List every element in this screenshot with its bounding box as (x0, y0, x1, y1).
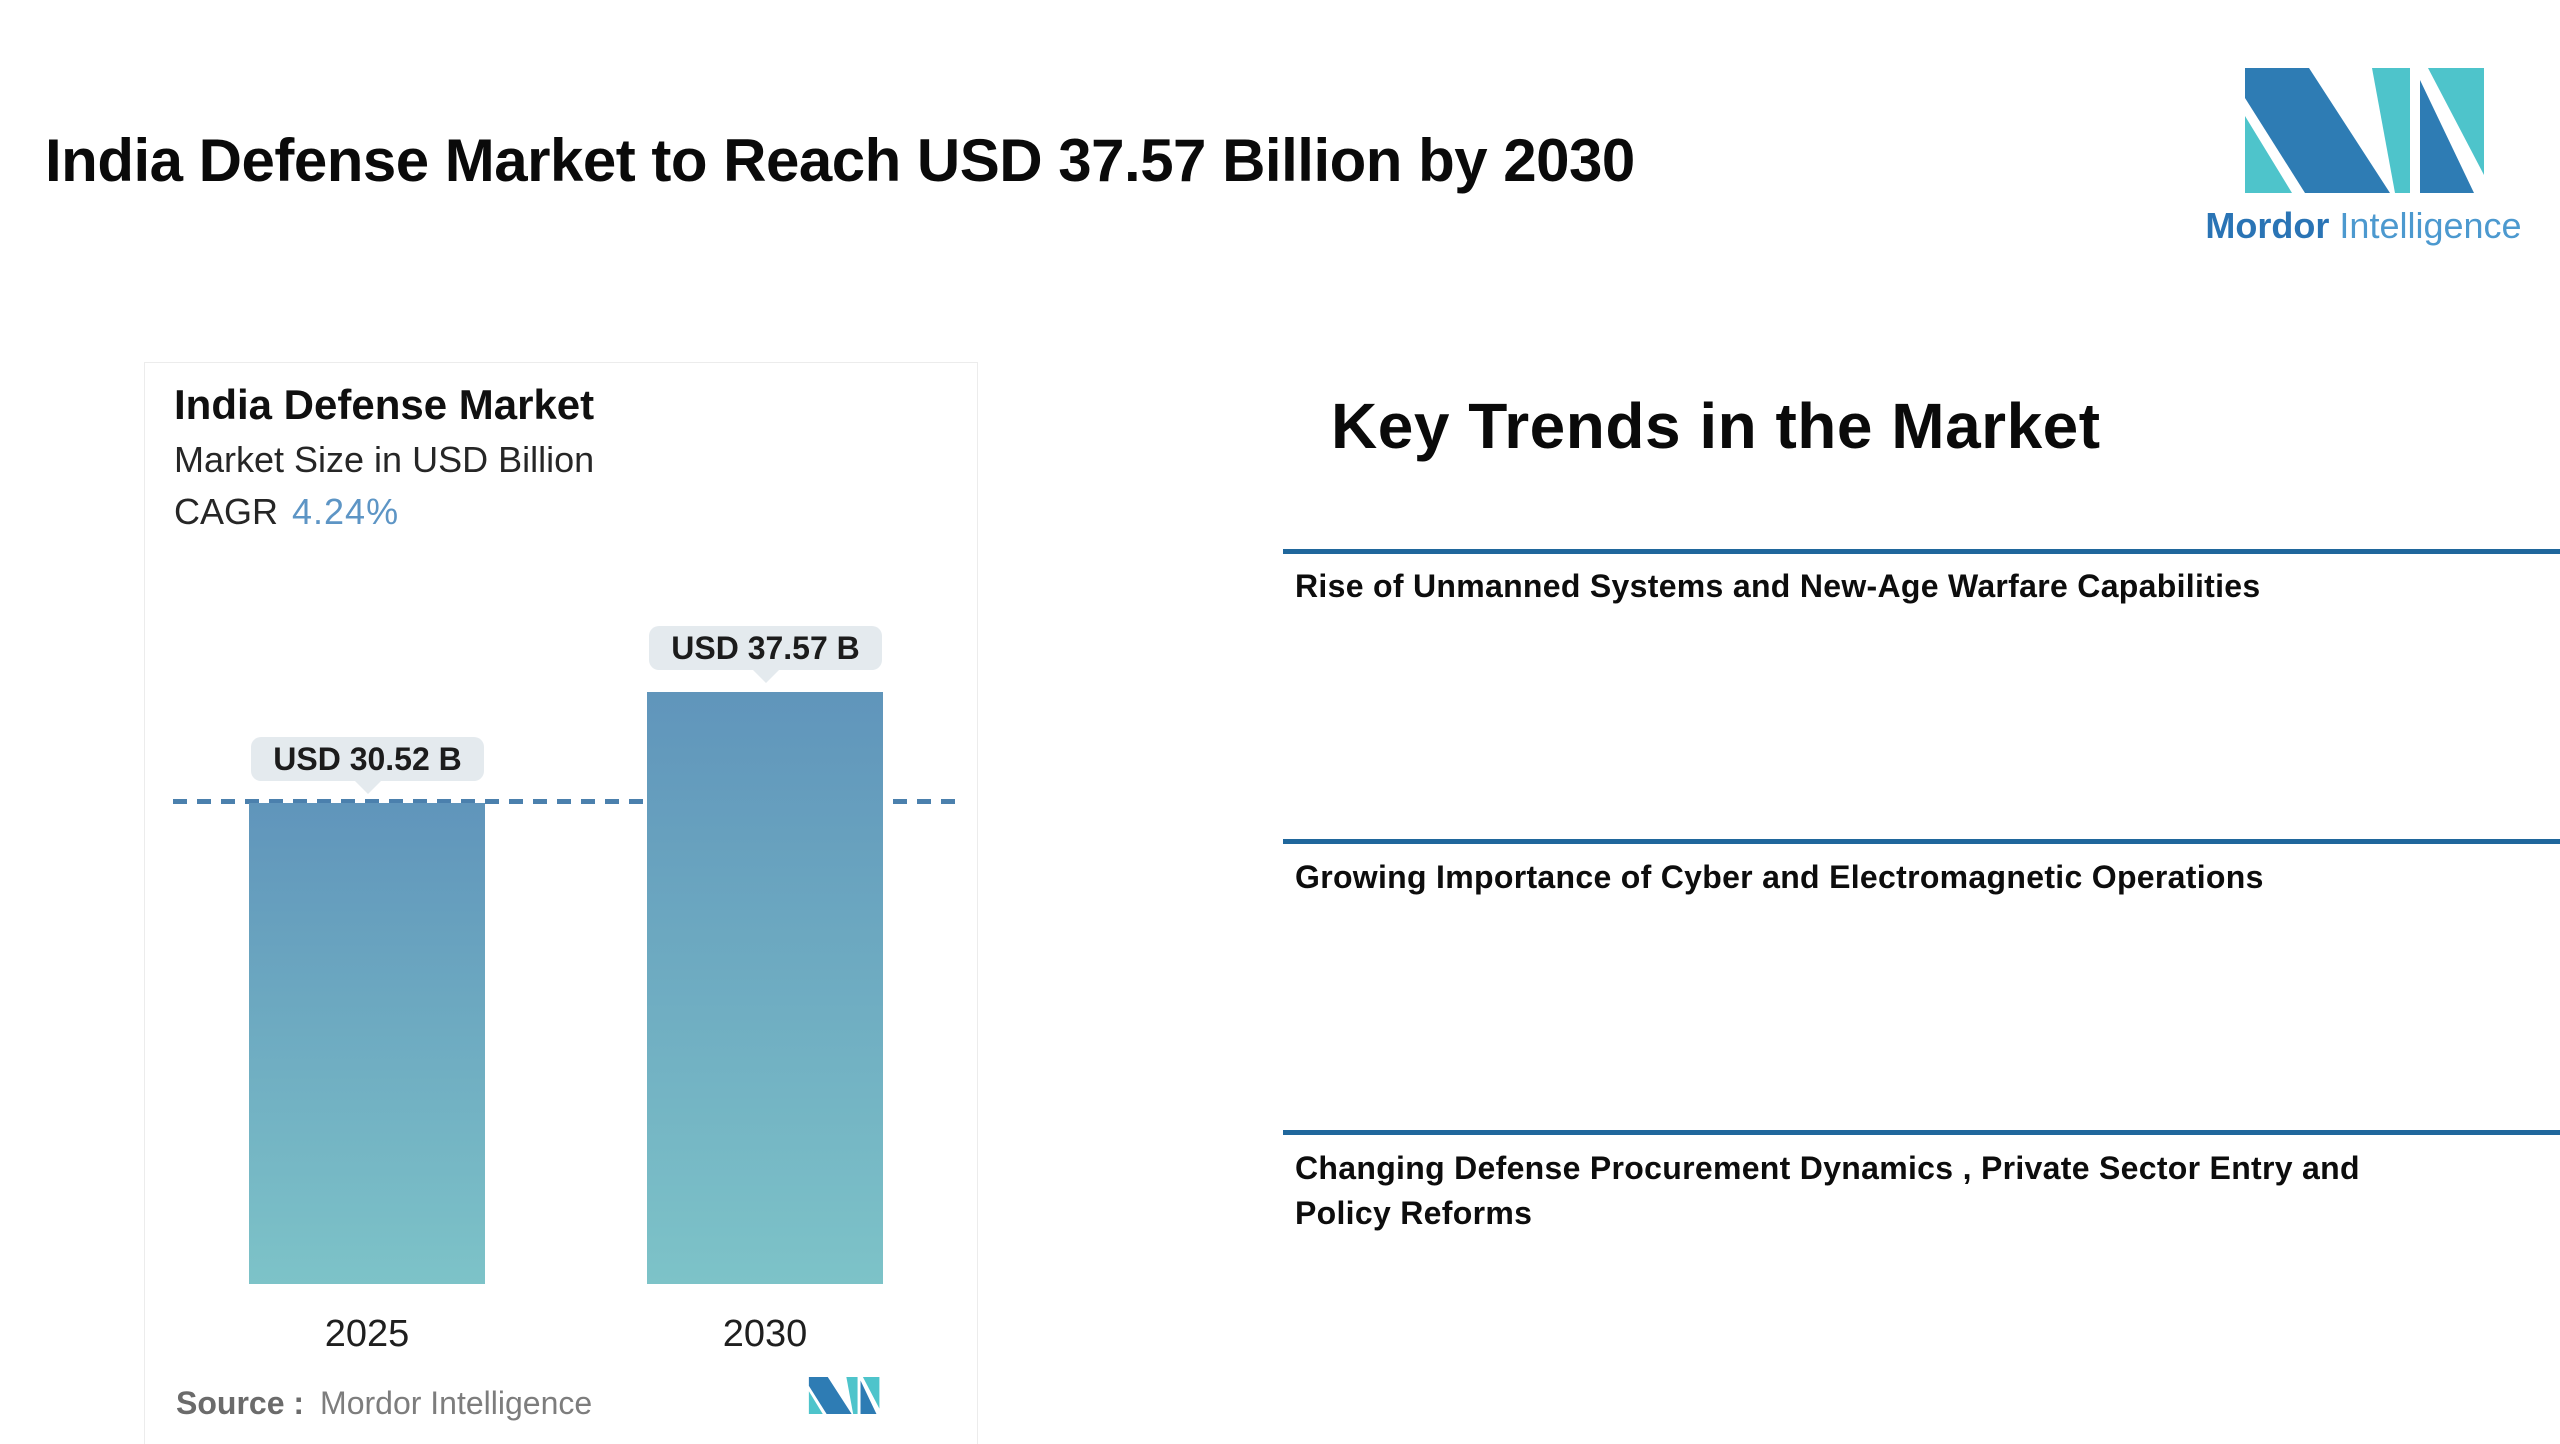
cagr-value: 4.24% (292, 491, 400, 532)
source-label: Source : (176, 1385, 305, 1421)
trend-item-2-line-1: Growing Importance of Cyber and Electrom… (1295, 859, 2264, 895)
axis-label-2030: 2030 (722, 1313, 808, 1355)
source-value: Mordor Intelligence (320, 1385, 593, 1421)
trends-heading: Key Trends in the Market (1331, 390, 2101, 462)
chart-subtitle: Market Size in USD Billion (174, 439, 595, 480)
trend-item-3: Changing Defense Procurement Dynamics , … (1295, 1146, 2560, 1236)
chart-card: India Defense Market Market Size in USD … (144, 362, 978, 1444)
cagr-row: CAGR 4.24% (174, 491, 399, 533)
value-tooltip-2025: USD 30.52 B (251, 737, 484, 781)
bar-2030 (647, 692, 883, 1284)
bar-2025 (249, 803, 485, 1284)
cagr-label: CAGR (174, 491, 279, 532)
trend-item-1: Rise of Unmanned Systems and New-Age War… (1295, 564, 2560, 609)
mordor-intelligence-mini-logo-icon (808, 1377, 880, 1414)
brand-name: Mordor Intelligence (2200, 205, 2527, 247)
value-label-2025: USD 30.52 B (273, 740, 462, 777)
trend-divider-2 (1283, 839, 2560, 844)
page-title: India Defense Market to Reach USD 37.57 … (45, 127, 1635, 194)
trend-divider-3 (1283, 1130, 2560, 1135)
trend-item-1-line-1: Rise of Unmanned Systems and New-Age War… (1295, 568, 2261, 604)
brand-name-bold: Mordor (2205, 205, 2330, 246)
mordor-intelligence-logo-icon (2245, 68, 2484, 193)
chart-title: India Defense Market (174, 381, 595, 428)
trend-divider-1 (1283, 549, 2560, 554)
trend-item-3-line-2: Policy Reforms (1295, 1195, 1533, 1231)
reference-dashed-line (173, 799, 964, 804)
trend-item-3-line-1: Changing Defense Procurement Dynamics , … (1295, 1150, 2360, 1186)
axis-label-2025: 2025 (324, 1313, 410, 1355)
trend-item-2: Growing Importance of Cyber and Electrom… (1295, 855, 2560, 900)
brand-name-light: Intelligence (2339, 205, 2522, 246)
value-label-2030: USD 37.57 B (671, 629, 860, 666)
source-row: Source : Mordor Intelligence (176, 1385, 592, 1422)
logo-card: Mordor Intelligence (2200, 0, 2527, 325)
value-tooltip-2030: USD 37.57 B (649, 626, 882, 670)
